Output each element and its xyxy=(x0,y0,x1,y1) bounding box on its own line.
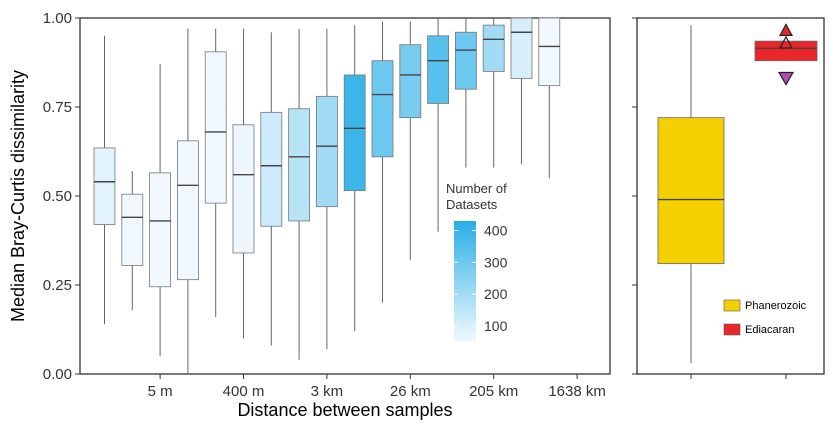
box-11 xyxy=(371,21,394,303)
x-tick-label: 205 km xyxy=(469,383,518,400)
box-14 xyxy=(454,18,477,168)
box-3 xyxy=(149,64,172,357)
box-body xyxy=(754,40,818,62)
outlier-marker xyxy=(778,23,794,37)
x-tick-label: 3 km xyxy=(311,383,344,400)
box-5 xyxy=(204,28,227,318)
legend-label-ediacaran: Ediacaran xyxy=(745,324,795,336)
color-legend-tick-label: 200 xyxy=(484,286,508,302)
left-y-axis: 0.00 0.25 0.50 0.75 1.00 xyxy=(43,10,80,383)
x-tick-label: 26 km xyxy=(390,383,431,400)
y-tick-label: 1.00 xyxy=(43,10,72,27)
box-body xyxy=(204,51,227,204)
box-15 xyxy=(482,18,505,168)
box-body xyxy=(260,111,283,227)
left-boxes xyxy=(93,17,561,374)
right-y-axis xyxy=(632,17,637,375)
y-tick-label: 0.75 xyxy=(43,99,72,116)
box-4 xyxy=(176,28,199,374)
box-body xyxy=(93,147,116,225)
x-tick-label: 5 m xyxy=(148,383,173,400)
color-legend-title-line1: Number of xyxy=(446,181,507,196)
box-16 xyxy=(510,17,533,164)
color-legend-tick-label: 400 xyxy=(484,223,508,239)
outlier-marker xyxy=(777,71,795,86)
box-17 xyxy=(538,17,561,179)
box-8 xyxy=(288,28,311,360)
color-legend-tick-label: 300 xyxy=(484,254,508,270)
box-body xyxy=(538,17,561,87)
box-1 xyxy=(93,35,116,325)
color-legend-title-line2: Datasets xyxy=(446,197,498,212)
y-tick-label: 0.00 xyxy=(43,366,72,383)
y-tick-label: 0.25 xyxy=(43,277,72,294)
box-2 xyxy=(121,171,144,310)
box-body xyxy=(121,193,144,266)
box-ediacaran xyxy=(754,23,818,86)
box-body xyxy=(343,74,366,192)
left-x-axis: 5 m 400 m 3 km 26 km 205 km 1638 km xyxy=(148,374,606,400)
box-body xyxy=(315,95,338,208)
color-legend-tick-label: 100 xyxy=(484,318,508,334)
box-7 xyxy=(260,32,283,346)
color-legend-bar xyxy=(454,221,476,342)
period-legend: Phanerozoic Ediacaran xyxy=(723,299,807,336)
y-tick-label: 0.50 xyxy=(43,188,72,205)
box-13 xyxy=(427,18,450,232)
box-body xyxy=(288,108,311,222)
outlier-marker xyxy=(778,35,794,49)
box-10 xyxy=(343,25,366,332)
box-phanerozoic xyxy=(657,25,725,364)
box-9 xyxy=(315,28,338,350)
box-body xyxy=(232,124,255,254)
legend-key-phanerozoic xyxy=(723,299,741,312)
box-6 xyxy=(232,28,255,339)
box-body xyxy=(427,35,450,104)
legend-label-phanerozoic: Phanerozoic xyxy=(745,300,807,312)
box-body xyxy=(510,17,533,79)
y-axis-title: Median Bray-Curtis dissimilarity xyxy=(8,70,28,322)
box-12 xyxy=(399,21,422,261)
box-body xyxy=(371,60,394,158)
box-body xyxy=(482,24,505,72)
left-panel: 0.00 0.25 0.50 0.75 1.00 5 m 400 m 3 km 26 km 20… xyxy=(8,10,611,420)
box-body xyxy=(399,44,422,119)
box-body xyxy=(454,31,477,90)
right-boxes xyxy=(657,23,818,379)
right-panel: Phanerozoic Ediacaran xyxy=(632,17,825,379)
x-axis-title: Distance between samples xyxy=(237,400,452,420)
box-body xyxy=(149,172,172,288)
box-body xyxy=(657,117,725,265)
color-legend: Number of Datasets 100 200 300 400 xyxy=(446,181,508,342)
box-body xyxy=(176,140,199,281)
legend-key-ediacaran xyxy=(723,323,741,336)
x-tick-label: 1638 km xyxy=(548,383,606,400)
x-tick-label: 400 m xyxy=(223,383,265,400)
